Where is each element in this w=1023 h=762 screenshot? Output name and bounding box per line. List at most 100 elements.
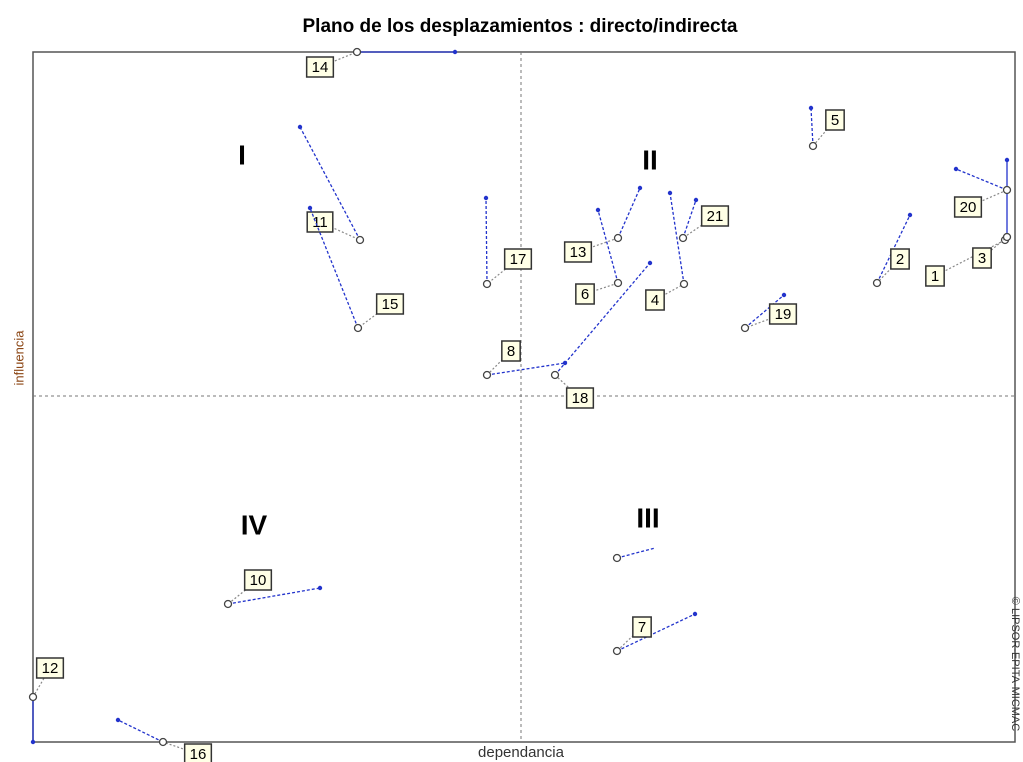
start-point xyxy=(482,370,492,380)
label-box xyxy=(825,109,845,131)
label-box xyxy=(700,205,730,227)
displacement-line xyxy=(597,209,619,284)
variable-label: 18 xyxy=(572,390,589,407)
start-point xyxy=(1002,232,1012,242)
variable-label: 19 xyxy=(775,306,792,323)
label-box xyxy=(375,293,405,315)
start-point xyxy=(550,370,560,380)
start-point xyxy=(808,141,818,151)
displacement-line xyxy=(682,199,697,239)
variable-label: 6 xyxy=(581,286,589,303)
end-point xyxy=(907,212,913,218)
label-box xyxy=(501,340,521,362)
label-box xyxy=(768,303,798,325)
leader-line xyxy=(744,313,784,329)
displacement-line xyxy=(299,126,361,241)
label-box xyxy=(563,241,593,263)
variable-label: 2 xyxy=(896,251,904,268)
end-point xyxy=(297,124,303,130)
leader-line xyxy=(486,258,519,285)
displacement-line xyxy=(309,207,359,329)
start-point xyxy=(612,646,622,656)
variable-label: 11 xyxy=(312,214,328,231)
displacement-line xyxy=(117,719,164,743)
leader-line xyxy=(319,51,358,68)
end-point xyxy=(808,105,814,111)
leader-line xyxy=(967,189,1008,208)
leader-line xyxy=(357,303,391,329)
start-point xyxy=(740,323,750,333)
variable-label: 20 xyxy=(960,199,977,216)
start-point xyxy=(612,553,622,563)
variable-label: 10 xyxy=(250,572,267,589)
variable-label: 4 xyxy=(651,292,659,309)
variable-label: 21 xyxy=(707,208,724,225)
variable-label: 8 xyxy=(507,343,515,360)
label-box xyxy=(35,657,65,679)
displacement-line xyxy=(616,613,696,652)
plot-frame xyxy=(32,51,1016,743)
y-axis-label: influencia xyxy=(11,330,26,386)
quadrant-label: III xyxy=(636,502,659,533)
chart-title: Plano de los desplazamientos : directo/i… xyxy=(303,16,738,37)
start-point xyxy=(482,279,492,289)
copyright: © LIPSOR-EPITA-MICMAC xyxy=(1009,597,1021,731)
displacement-line xyxy=(955,168,1008,191)
end-point xyxy=(317,585,323,591)
start-point xyxy=(28,692,38,702)
start-point xyxy=(158,737,168,747)
start-point xyxy=(679,279,689,289)
leader-line xyxy=(227,579,259,605)
displacement-line xyxy=(485,197,488,285)
end-point xyxy=(667,190,673,196)
variable-label: 12 xyxy=(42,660,59,677)
end-point xyxy=(693,197,699,203)
label-box xyxy=(305,56,335,78)
variable-label: 17 xyxy=(510,251,527,268)
end-point xyxy=(1004,157,1010,163)
label-box xyxy=(890,248,910,270)
displacement-line xyxy=(810,107,814,147)
label-box xyxy=(183,743,213,762)
label-box xyxy=(575,283,595,305)
start-point xyxy=(352,47,362,57)
displacement-line xyxy=(617,187,641,239)
displacement-line xyxy=(227,587,321,605)
variable-label: 16 xyxy=(190,746,207,762)
end-point xyxy=(637,185,643,191)
leader-line xyxy=(319,221,361,241)
leader-line xyxy=(934,239,1006,277)
start-point xyxy=(678,233,688,243)
start-point xyxy=(613,278,623,288)
label-box xyxy=(306,211,334,233)
start-point xyxy=(355,235,365,245)
start-point xyxy=(613,233,623,243)
label-box xyxy=(925,265,945,287)
label-box xyxy=(645,289,665,311)
end-point xyxy=(595,207,601,213)
end-point xyxy=(483,195,489,201)
end-point xyxy=(452,49,458,55)
quadrant-label: II xyxy=(642,144,658,175)
leader-line xyxy=(682,215,716,239)
variable-label: 5 xyxy=(831,112,839,129)
displacement-line xyxy=(616,547,656,559)
label-box xyxy=(632,616,652,638)
x-axis-label: dependancia xyxy=(478,744,565,761)
label-box xyxy=(565,387,595,409)
start-point xyxy=(872,278,882,288)
label-box xyxy=(243,569,273,591)
quadrant-label: I xyxy=(238,139,246,170)
displacement-line xyxy=(744,294,785,329)
start-point xyxy=(353,323,363,333)
displacement-line xyxy=(669,192,685,285)
label-box xyxy=(503,248,533,270)
end-point xyxy=(692,611,698,617)
end-point xyxy=(307,205,313,211)
end-point xyxy=(647,260,653,266)
start-point xyxy=(223,599,233,609)
variable-label: 15 xyxy=(382,296,399,313)
variable-label: 1 xyxy=(931,268,939,285)
